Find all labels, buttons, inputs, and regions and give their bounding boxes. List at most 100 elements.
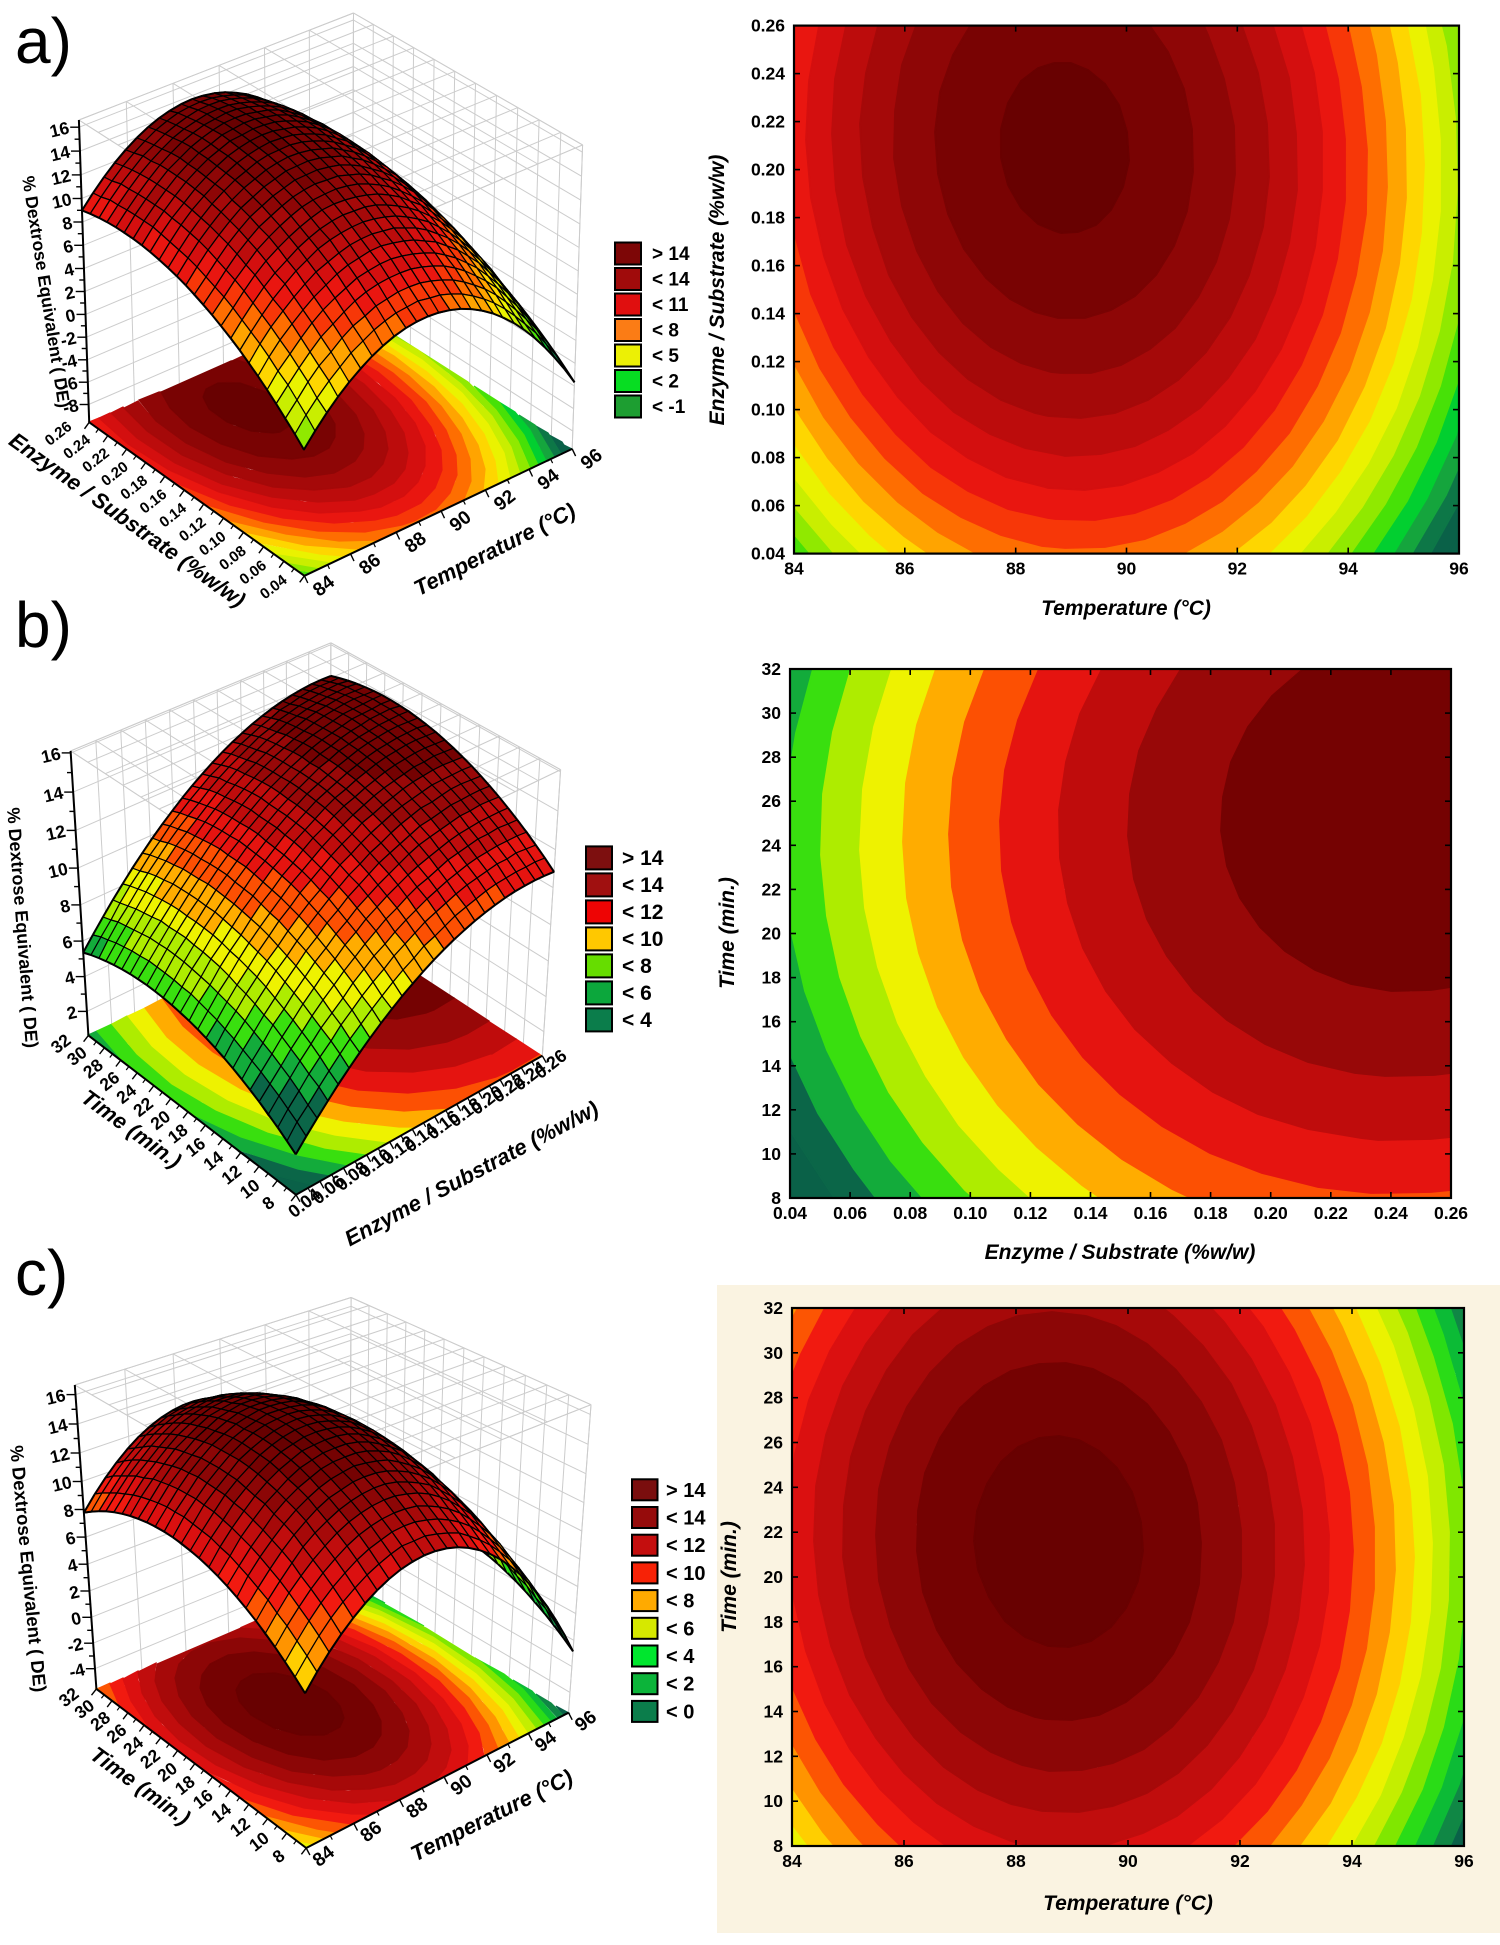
svg-text:10: 10 bbox=[764, 1791, 784, 1811]
svg-text:14: 14 bbox=[762, 1056, 782, 1076]
svg-text:12: 12 bbox=[764, 1746, 784, 1766]
svg-text:10: 10 bbox=[50, 1472, 74, 1496]
svg-text:84: 84 bbox=[784, 559, 804, 579]
svg-text:88: 88 bbox=[1006, 1851, 1026, 1871]
svg-text:12: 12 bbox=[44, 821, 68, 845]
svg-text:< 14: < 14 bbox=[622, 874, 664, 897]
svg-text:4: 4 bbox=[65, 1555, 79, 1577]
svg-text:0: 0 bbox=[63, 305, 77, 327]
svg-text:< 6: < 6 bbox=[666, 1618, 694, 1640]
svg-text:14: 14 bbox=[42, 782, 66, 806]
svg-text:< 4: < 4 bbox=[622, 1009, 652, 1032]
svg-text:0.06: 0.06 bbox=[751, 496, 785, 516]
svg-text:94: 94 bbox=[1342, 1851, 1362, 1871]
svg-text:0.04: 0.04 bbox=[751, 544, 785, 564]
svg-text:2: 2 bbox=[65, 1002, 79, 1024]
svg-text:0.12: 0.12 bbox=[1013, 1203, 1047, 1223]
svg-text:32: 32 bbox=[764, 1298, 784, 1318]
svg-text:< -1: < -1 bbox=[652, 397, 686, 418]
svg-text:6: 6 bbox=[64, 1527, 78, 1549]
svg-text:6: 6 bbox=[60, 931, 74, 953]
svg-text:0: 0 bbox=[69, 1608, 83, 1630]
svg-text:< 8: < 8 bbox=[652, 321, 679, 342]
svg-text:94: 94 bbox=[1338, 559, 1358, 579]
svg-text:0.26: 0.26 bbox=[751, 16, 785, 36]
svg-text:92: 92 bbox=[1228, 559, 1248, 579]
svg-text:28: 28 bbox=[764, 1388, 784, 1408]
svg-text:96: 96 bbox=[1449, 559, 1469, 579]
svg-text:90: 90 bbox=[1117, 559, 1137, 579]
svg-text:8: 8 bbox=[60, 212, 74, 234]
svg-text:> 14: > 14 bbox=[622, 847, 664, 870]
svg-text:< 8: < 8 bbox=[666, 1591, 694, 1613]
svg-text:92: 92 bbox=[1230, 1851, 1250, 1871]
svg-text:b): b) bbox=[15, 589, 72, 661]
svg-text:86: 86 bbox=[894, 1851, 914, 1871]
svg-text:< 2: < 2 bbox=[666, 1674, 694, 1696]
svg-text:> 14: > 14 bbox=[652, 244, 690, 265]
svg-text:< 2: < 2 bbox=[652, 372, 679, 393]
svg-text:18: 18 bbox=[762, 968, 782, 988]
svg-text:0.08: 0.08 bbox=[893, 1203, 927, 1223]
svg-text:0.08: 0.08 bbox=[751, 448, 785, 468]
svg-text:0.16: 0.16 bbox=[751, 256, 785, 276]
svg-text:88: 88 bbox=[1006, 559, 1026, 579]
svg-text:< 12: < 12 bbox=[666, 1535, 705, 1557]
svg-text:8: 8 bbox=[771, 1188, 781, 1208]
svg-text:86: 86 bbox=[895, 559, 915, 579]
svg-text:16: 16 bbox=[764, 1657, 784, 1677]
svg-text:0.24: 0.24 bbox=[751, 64, 785, 84]
svg-text:16: 16 bbox=[762, 1012, 782, 1032]
svg-text:0.06: 0.06 bbox=[833, 1203, 867, 1223]
svg-text:2: 2 bbox=[63, 282, 77, 304]
svg-text:26: 26 bbox=[764, 1433, 784, 1453]
svg-text:16: 16 bbox=[48, 118, 72, 142]
svg-text:< 6: < 6 bbox=[622, 982, 652, 1005]
svg-text:12: 12 bbox=[48, 1443, 72, 1467]
svg-text:0.24: 0.24 bbox=[1374, 1203, 1408, 1223]
svg-text:-8: -8 bbox=[61, 395, 81, 418]
svg-text:0.22: 0.22 bbox=[751, 112, 785, 132]
svg-text:0.22: 0.22 bbox=[1314, 1203, 1348, 1223]
svg-text:22: 22 bbox=[764, 1522, 784, 1542]
svg-text:> 14: > 14 bbox=[666, 1480, 706, 1502]
svg-text:84: 84 bbox=[782, 1851, 802, 1871]
svg-text:24: 24 bbox=[764, 1477, 784, 1497]
svg-text:0.18: 0.18 bbox=[1194, 1203, 1228, 1223]
svg-text:8: 8 bbox=[58, 895, 72, 917]
svg-text:0.10: 0.10 bbox=[953, 1203, 987, 1223]
svg-text:14: 14 bbox=[764, 1702, 784, 1722]
svg-text:Temperature (°C): Temperature (°C) bbox=[1043, 1892, 1213, 1915]
svg-text:20: 20 bbox=[762, 924, 782, 944]
svg-text:8: 8 bbox=[62, 1500, 76, 1522]
svg-text:< 10: < 10 bbox=[666, 1563, 705, 1585]
svg-text:12: 12 bbox=[49, 165, 73, 189]
svg-text:24: 24 bbox=[762, 835, 782, 855]
svg-text:Time (min.): Time (min.) bbox=[718, 1521, 741, 1633]
svg-text:-4: -4 bbox=[67, 1659, 87, 1682]
svg-text:4: 4 bbox=[62, 259, 76, 281]
svg-text:0.20: 0.20 bbox=[751, 160, 785, 180]
svg-text:Temperature (°C): Temperature (°C) bbox=[1041, 597, 1211, 620]
svg-text:22: 22 bbox=[762, 879, 782, 899]
svg-text:90: 90 bbox=[1118, 1851, 1138, 1871]
svg-text:10: 10 bbox=[50, 189, 74, 213]
svg-text:32: 32 bbox=[762, 659, 782, 679]
svg-text:12: 12 bbox=[762, 1100, 782, 1120]
svg-text:26: 26 bbox=[762, 791, 782, 811]
svg-text:8: 8 bbox=[773, 1836, 783, 1856]
svg-text:0.14: 0.14 bbox=[751, 304, 785, 324]
svg-text:0.12: 0.12 bbox=[751, 352, 785, 372]
svg-text:0.20: 0.20 bbox=[1254, 1203, 1288, 1223]
svg-text:0.04: 0.04 bbox=[773, 1203, 807, 1223]
svg-text:0.16: 0.16 bbox=[1133, 1203, 1167, 1223]
svg-text:16: 16 bbox=[39, 743, 63, 767]
svg-text:< 10: < 10 bbox=[622, 928, 663, 951]
svg-text:a): a) bbox=[15, 5, 72, 77]
svg-text:< 12: < 12 bbox=[622, 901, 663, 924]
svg-text:20: 20 bbox=[764, 1567, 784, 1587]
svg-text:< 11: < 11 bbox=[652, 295, 689, 316]
svg-text:< 0: < 0 bbox=[666, 1701, 694, 1723]
svg-text:14: 14 bbox=[48, 141, 72, 165]
svg-text:-6: -6 bbox=[60, 373, 80, 396]
